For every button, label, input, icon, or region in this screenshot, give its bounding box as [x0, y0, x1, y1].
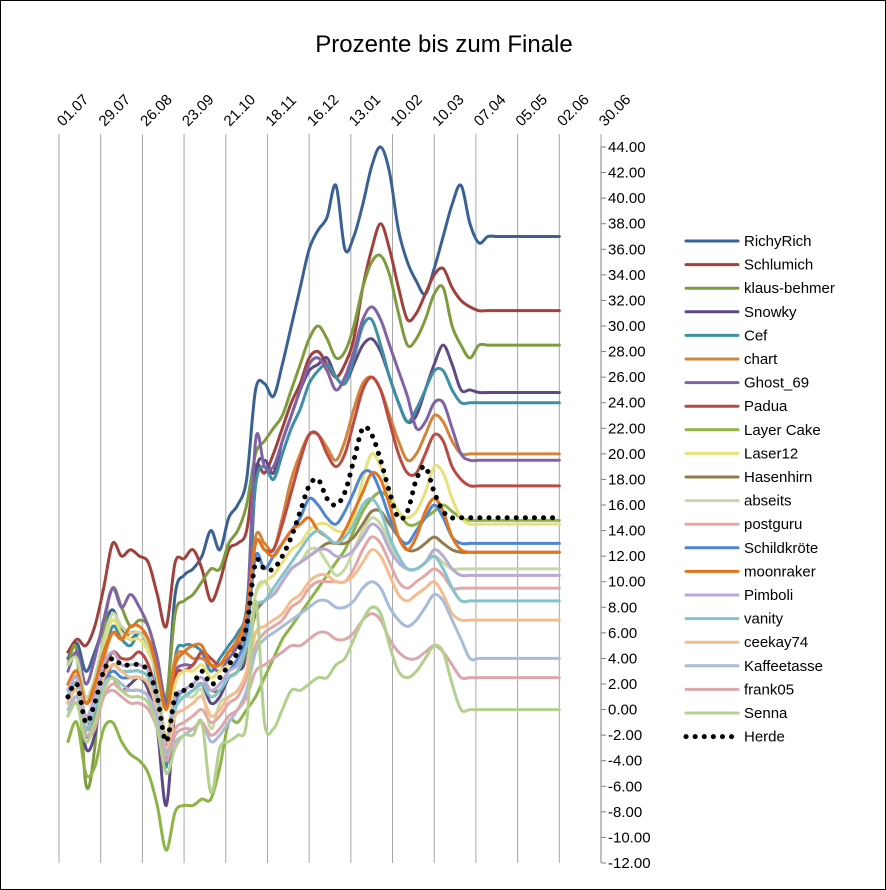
y-tick-label: 4.00 — [608, 650, 637, 667]
y-tick-label: 8.00 — [608, 599, 637, 616]
legend-label: frank05 — [744, 681, 794, 698]
series-line-klaus-behmer — [66, 253, 561, 791]
series-line-herde — [65, 424, 562, 745]
x-tick-label: 10.03 — [429, 91, 468, 130]
chart-title: Prozente bis zum Finale — [315, 31, 572, 58]
series-line-ghost-69 — [66, 305, 561, 705]
x-tick-label: 29.07 — [95, 91, 134, 130]
y-tick-label: 44.00 — [608, 139, 646, 156]
legend-label: Hasenhirn — [744, 469, 812, 486]
axes: 01.07 29.07 26.08 23.09 21.10 18.11 16.12 13.01… — [54, 91, 651, 872]
y-tick-label: -2.00 — [608, 727, 642, 744]
y-tick-label: 42.00 — [608, 165, 646, 182]
x-tick-label: 13.01 — [346, 91, 385, 130]
series-line-abseits — [66, 516, 561, 744]
y-tick-label: 2.00 — [608, 676, 637, 693]
y-tick-label: 34.00 — [608, 267, 646, 284]
y-tick-label: 26.00 — [608, 369, 646, 386]
x-tick-label: 05.05 — [512, 91, 551, 130]
series-line-ceekay74 — [66, 548, 561, 750]
series-line-senna — [66, 599, 561, 795]
y-tick-label: 6.00 — [608, 625, 637, 642]
x-tick-label: 26.08 — [137, 91, 176, 130]
legend-label: Herde — [744, 729, 785, 746]
y-tick-label: -4.00 — [608, 753, 642, 770]
y-tick-label: 16.00 — [608, 497, 646, 514]
y-tick-label: 10.00 — [608, 574, 646, 591]
legend-label: Schlumich — [744, 257, 813, 274]
legend-label: vanity — [744, 611, 784, 628]
x-tick-label: 21.10 — [221, 91, 260, 130]
y-tick-label: 24.00 — [608, 395, 646, 412]
series-line-schlumich — [66, 222, 561, 654]
legend-label: Snowky — [744, 304, 797, 321]
series-line-moonraker — [66, 470, 561, 712]
y-tick-label: 14.00 — [608, 523, 646, 540]
x-tick-label: 01.07 — [54, 91, 93, 130]
y-tick-label: 38.00 — [608, 216, 646, 233]
series-line-laser12 — [66, 452, 561, 737]
x-tick-label: 18.11 — [262, 92, 300, 130]
series-line-kaffeetasse — [66, 580, 561, 757]
x-tick-label: 30.06 — [596, 91, 635, 130]
y-tick-label: -12.00 — [608, 855, 651, 872]
x-tick-label: 23.09 — [179, 91, 218, 130]
y-tick-label: 32.00 — [608, 292, 646, 309]
legend-label: RichyRich — [744, 233, 812, 250]
y-tick-label: 0.00 — [608, 702, 637, 719]
x-tick-label: 02.06 — [554, 91, 593, 130]
x-tick-label: 07.04 — [471, 91, 510, 130]
legend-label: Cef — [744, 327, 768, 344]
series-line-layer-cake — [66, 490, 561, 852]
legend-label: ceekay74 — [744, 634, 808, 651]
y-tick-label: -10.00 — [608, 829, 651, 846]
legend: RichyRich Schlumich klaus-behmer Snowky Cef c… — [683, 233, 835, 746]
y-tick-label: 22.00 — [608, 420, 646, 437]
series-line-schildkr-te — [66, 469, 561, 763]
y-tick-label: 36.00 — [608, 241, 646, 258]
y-tick-label: -6.00 — [608, 778, 642, 795]
legend-label: Pimboli — [744, 587, 793, 604]
legend-label: Laser12 — [744, 445, 798, 462]
legend-label: Senna — [744, 705, 788, 722]
legend-label: klaus-behmer — [744, 280, 835, 297]
legend-label: chart — [744, 351, 778, 368]
series-line-frank05 — [66, 612, 561, 763]
y-tick-label: 20.00 — [608, 446, 646, 463]
legend-label: Layer Cake — [744, 422, 821, 439]
y-tick-label: 40.00 — [608, 190, 646, 207]
series-line-padua — [66, 375, 561, 750]
legend-label: postguru — [744, 516, 802, 533]
y-tick-label: 12.00 — [608, 548, 646, 565]
gridlines — [58, 134, 602, 863]
legend-label: Padua — [744, 398, 788, 415]
y-tick-label: 28.00 — [608, 344, 646, 361]
legend-label: Schildkröte — [744, 540, 818, 557]
y-tick-label: 18.00 — [608, 471, 646, 488]
series-line-vanity — [66, 496, 561, 756]
x-tick-label: 10.02 — [387, 91, 426, 130]
series-line-snowky — [66, 337, 561, 807]
legend-label: abseits — [744, 493, 792, 510]
legend-label: Kaffeetasse — [744, 658, 823, 675]
series-lines — [65, 145, 562, 852]
legend-label: Ghost_69 — [744, 375, 809, 392]
legend-label: moonraker — [744, 563, 816, 580]
x-tick-label: 16.12 — [304, 91, 343, 130]
y-tick-label: 30.00 — [608, 318, 646, 335]
y-tick-label: -8.00 — [608, 804, 642, 821]
